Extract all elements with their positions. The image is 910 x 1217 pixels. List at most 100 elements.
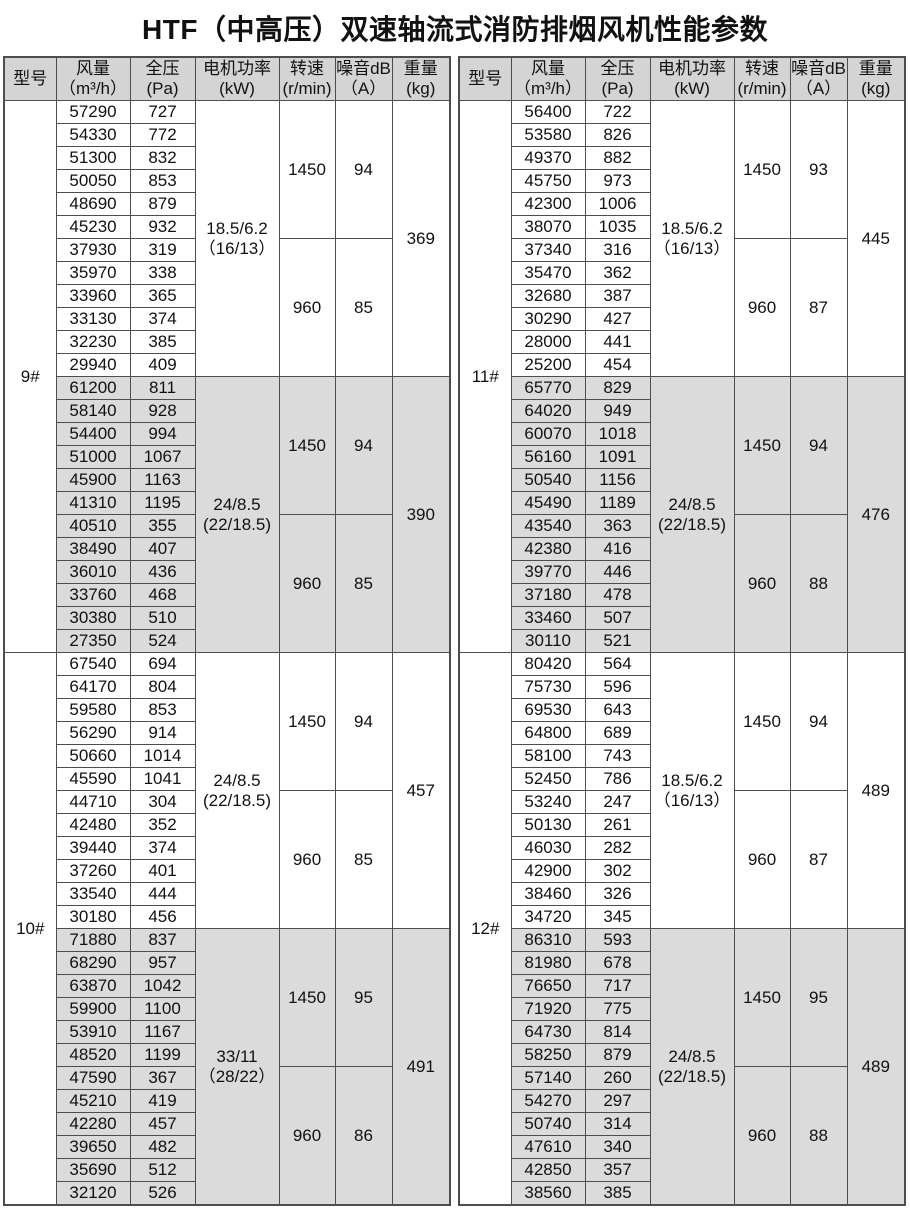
pressure-cell: 727 <box>129 100 196 124</box>
pressure-cell: 355 <box>129 514 196 538</box>
pressure-cell: 374 <box>129 307 196 331</box>
noise-cell: 86 <box>334 1066 393 1206</box>
pressure-cell: 367 <box>129 1066 196 1090</box>
table-row: 42380 416 <box>459 537 905 561</box>
table-row: 64730 814 <box>459 1020 905 1044</box>
weight-cell: 489 <box>846 652 906 929</box>
col-header-label: 转速 <box>290 59 324 78</box>
table-row: 32120 526 <box>4 1181 450 1206</box>
flow-cell: 50540 <box>510 468 586 492</box>
table-row: 57140 260 960 88 <box>459 1066 905 1206</box>
flow-cell: 32680 <box>510 284 586 308</box>
pressure-cell: 786 <box>584 767 651 791</box>
pressure-cell: 304 <box>129 790 196 814</box>
col-header-unit: （A） <box>795 79 842 98</box>
flow-cell: 64020 <box>510 399 586 423</box>
flow-cell: 52450 <box>510 767 586 791</box>
flow-cell: 50740 <box>510 1112 586 1136</box>
flow-cell: 33540 <box>55 882 131 906</box>
pressure-cell: 319 <box>129 238 196 262</box>
flow-cell: 60070 <box>510 422 586 446</box>
table-row: 76650 717 <box>459 974 905 998</box>
table-row: 39770 446 <box>459 560 905 584</box>
col-header-2: 全压 (Pa) <box>584 56 651 101</box>
flow-cell: 67540 <box>55 652 131 676</box>
table-row: 42900 302 <box>459 859 905 883</box>
table-row: 64020 949 <box>459 399 905 423</box>
pressure-cell: 385 <box>129 330 196 354</box>
flow-cell: 45590 <box>55 767 131 791</box>
table-row: 50740 314 <box>459 1112 905 1136</box>
table-row: 50130 261 <box>459 813 905 837</box>
col-header-label: 重量 <box>403 59 438 78</box>
pressure-cell: 1006 <box>584 192 651 216</box>
col-header-unit: （m³/h） <box>59 79 127 98</box>
table-row: 39440 374 <box>4 836 450 860</box>
table-row: 52450 786 <box>459 767 905 791</box>
table-row: 68290 957 <box>4 951 450 975</box>
pressure-cell: 316 <box>584 238 651 262</box>
noise-cell: 87 <box>789 790 848 929</box>
flow-cell: 56400 <box>510 100 586 124</box>
noise-cell: 88 <box>789 1066 848 1206</box>
flow-cell: 61200 <box>55 376 131 400</box>
table-row: 35470 362 <box>459 261 905 285</box>
pressure-cell: 596 <box>584 675 651 699</box>
table-row: 48690 879 <box>4 192 450 216</box>
flow-cell: 59580 <box>55 698 131 722</box>
flow-cell: 81980 <box>510 951 586 975</box>
flow-cell: 35690 <box>55 1158 131 1182</box>
pressure-cell: 456 <box>129 905 196 929</box>
rpm-cell: 1450 <box>278 928 336 1067</box>
flow-cell: 46030 <box>510 836 586 860</box>
power-line: （28/22） <box>198 1066 276 1086</box>
pressure-cell: 717 <box>584 974 651 998</box>
table-row: 29940 409 <box>4 353 450 377</box>
flow-cell: 42280 <box>55 1112 131 1136</box>
flow-cell: 38560 <box>510 1181 586 1206</box>
pressure-cell: 326 <box>584 882 651 906</box>
table-row: 65770 829 24/8.5 (22/18.5) 1450 94 476 <box>459 376 906 653</box>
pressure-cell: 853 <box>129 169 196 193</box>
flow-cell: 54400 <box>55 422 131 446</box>
flow-cell: 45230 <box>55 215 131 239</box>
pressure-cell: 564 <box>584 652 651 676</box>
pressure-cell: 524 <box>129 629 196 653</box>
noise-cell: 94 <box>789 376 848 515</box>
table-row: 58140 928 <box>4 399 450 423</box>
flow-cell: 53240 <box>510 790 586 814</box>
flow-cell: 86310 <box>510 928 586 952</box>
flow-cell: 56290 <box>55 721 131 745</box>
power-cell: 24/8.5 (22/18.5) <box>194 652 280 929</box>
col-header-5: 噪音dB （A） <box>789 56 848 101</box>
spec-table-right: 型号 风量 （m³/h） 全压 (Pa) 电机功率 (kW) 转速 (r/min) 噪音dB （A）… <box>458 56 906 1206</box>
pressure-cell: 427 <box>584 307 651 331</box>
model-cell: 12# <box>458 652 512 1206</box>
pressure-cell: 882 <box>584 146 651 170</box>
table-row: 33760 468 <box>4 583 450 607</box>
table-row: 81980 678 <box>459 951 905 975</box>
flow-cell: 43540 <box>510 514 586 538</box>
pressure-cell: 1035 <box>584 215 651 239</box>
noise-cell: 87 <box>789 238 848 377</box>
table-row: 45210 419 <box>4 1089 450 1113</box>
flow-cell: 30380 <box>55 606 131 630</box>
pressure-cell: 949 <box>584 399 651 423</box>
flow-cell: 48690 <box>55 192 131 216</box>
col-header-label: 全压 <box>600 59 635 78</box>
col-header-label: 风量 <box>76 59 110 78</box>
table-row: 59580 853 <box>4 698 450 722</box>
noise-cell: 95 <box>789 928 848 1067</box>
flow-cell: 42900 <box>510 859 586 883</box>
flow-cell: 41310 <box>55 491 131 515</box>
rpm-cell: 960 <box>278 238 336 377</box>
col-header-unit: (Pa) <box>601 79 634 98</box>
flow-cell: 39770 <box>510 560 586 584</box>
rpm-cell: 1450 <box>733 652 791 791</box>
power-cell: 18.5/6.2 （16/13） <box>649 100 735 377</box>
flow-cell: 42850 <box>510 1158 586 1182</box>
rpm-cell: 960 <box>733 1066 791 1206</box>
rpm-cell: 960 <box>278 1066 336 1206</box>
flow-cell: 76650 <box>510 974 586 998</box>
pressure-cell: 837 <box>129 928 196 952</box>
